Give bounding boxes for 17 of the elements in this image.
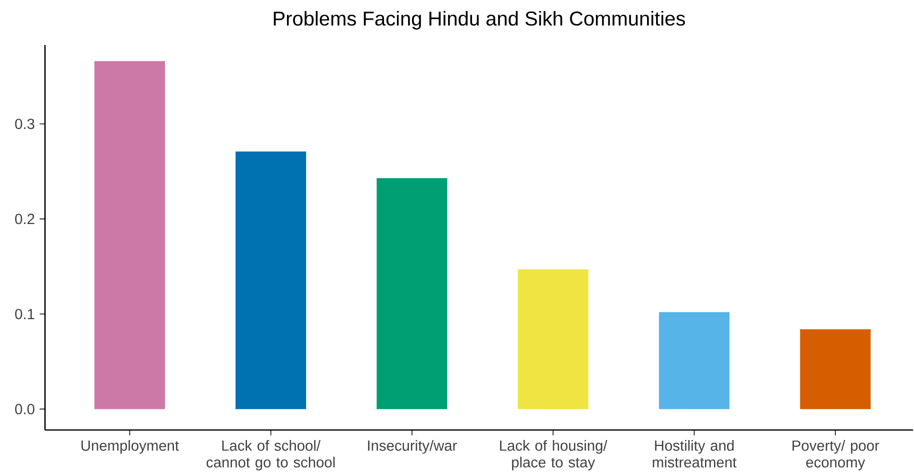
x-tick-label: Hostility and mistreatment xyxy=(652,440,737,468)
bar xyxy=(376,178,448,410)
x-tick-label: Poverty/ poor economy xyxy=(792,440,880,470)
y-tick-label: 0.2 xyxy=(15,214,34,224)
y-tick-label: 0.3 xyxy=(15,118,34,130)
y-tick-label: 0.1 xyxy=(15,308,34,320)
chart-title: Problems Facing Hindu and Sikh Communities xyxy=(274,10,685,30)
y-tick-label: 0.0 xyxy=(15,404,34,414)
bar xyxy=(518,269,588,410)
x-tick-label: Lack of housing/ place to stay xyxy=(500,440,608,470)
x-tick-label: Unemployment xyxy=(81,440,179,454)
x-tick-label: Lack of school/ cannot go to school xyxy=(206,440,335,470)
bar xyxy=(658,312,730,410)
bar xyxy=(94,61,165,410)
bar xyxy=(800,329,871,410)
x-tick-label: Insecurity/war xyxy=(368,440,457,454)
bar xyxy=(236,151,306,410)
